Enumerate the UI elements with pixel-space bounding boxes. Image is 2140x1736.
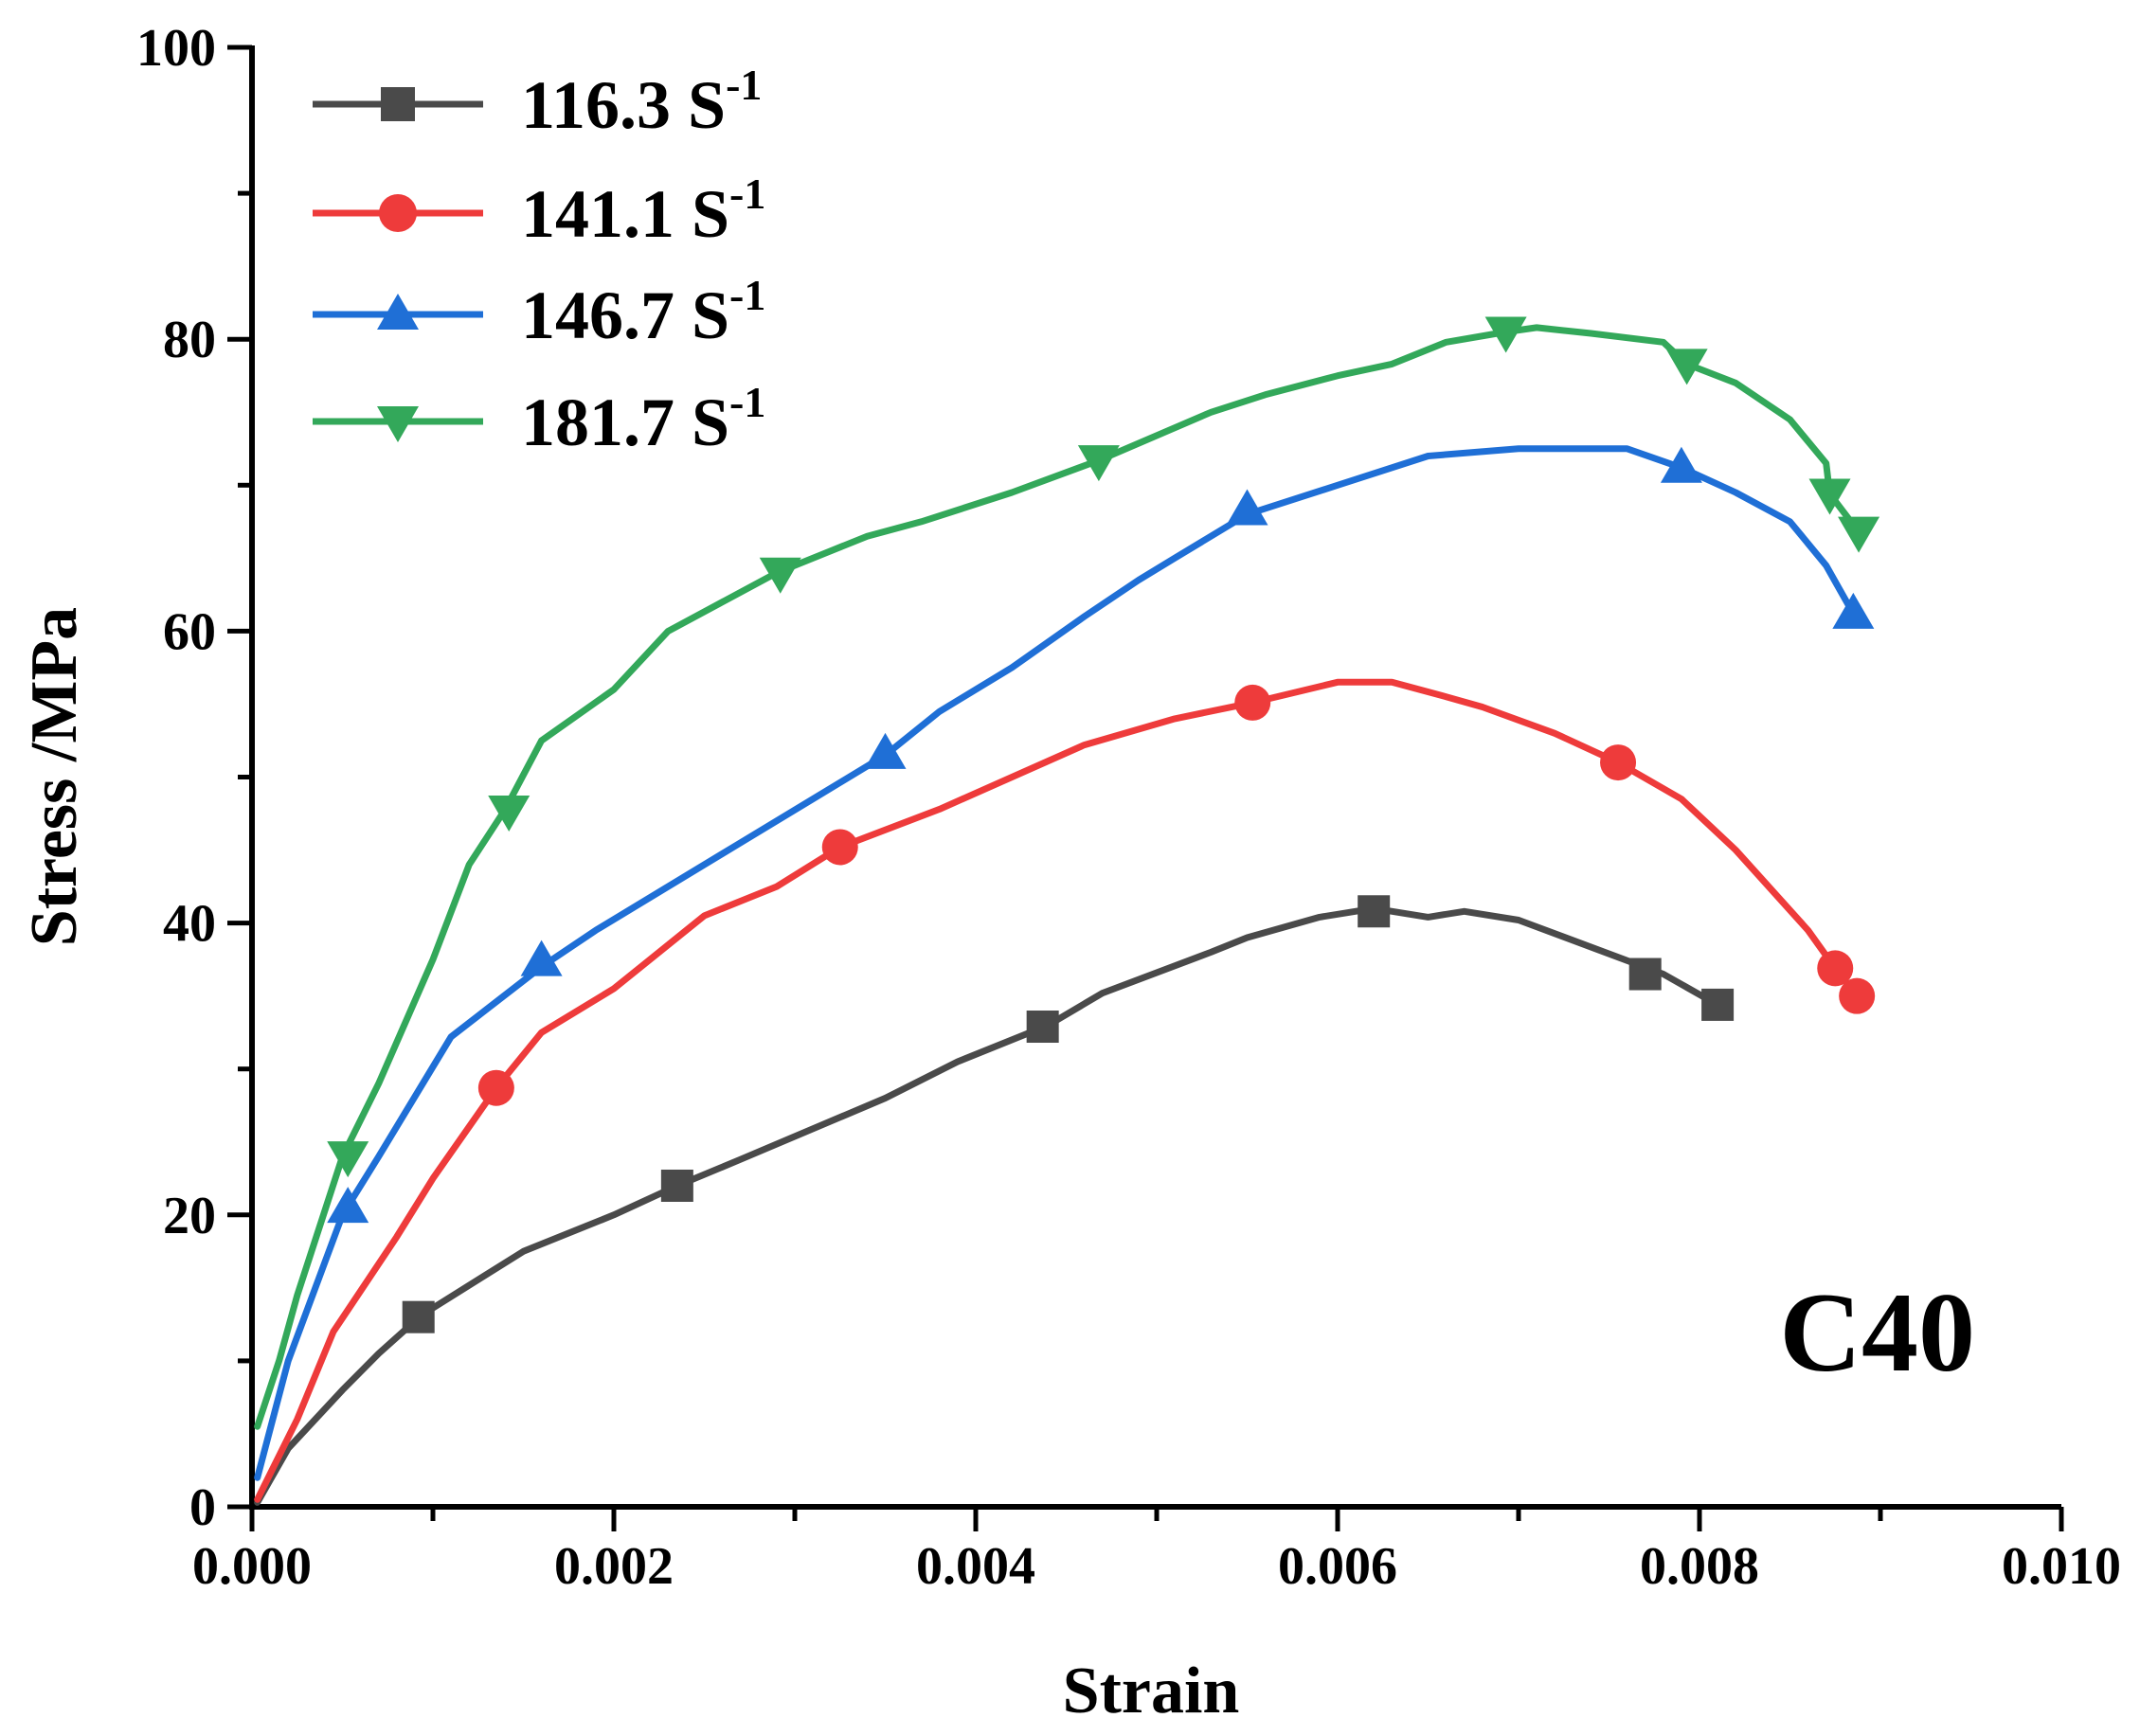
x-tick-label: 0.002 [554,1537,674,1596]
series-181-7 [254,316,1880,1430]
data-point-circle [477,1069,514,1106]
series-line [254,678,1861,1503]
x-tick-label: 0.004 [916,1537,1035,1596]
series-line [254,904,1721,1506]
data-point-triangle-down [1665,349,1708,385]
x-tick-label: 0.008 [1640,1537,1759,1596]
data-point-square [1628,957,1662,991]
data-point-triangle-up [520,940,563,976]
legend: 116.3 S-1 141.1 S-1 146.7 S-1 181.7 S-1 [313,61,765,460]
data-point-triangle-down [1484,316,1527,353]
legend-label: 141.1 S-1 [521,170,765,252]
data-point-circle [821,829,858,866]
legend-label: 181.7 S-1 [521,378,765,460]
legend-entry-141-1: 141.1 S-1 [313,170,765,252]
legend-entry-181-7: 181.7 S-1 [313,378,765,460]
y-tick-label: 20 [163,1187,216,1245]
data-point-triangle-down [1077,445,1120,482]
data-point-triangle-down [1838,516,1880,553]
series-141-1 [254,678,1876,1503]
x-axis-title: Strain [1063,1655,1240,1727]
x-tick-label: 0.006 [1278,1537,1397,1596]
legend-marker-circle-icon [379,194,417,232]
y-tick-label: 100 [136,19,216,78]
data-point-square [1701,988,1735,1021]
data-point-triangle-up [864,732,907,769]
legend-marker-triangle-up-icon [377,294,419,330]
data-point-triangle-up [1226,489,1268,526]
series-116-3 [254,895,1735,1506]
series-146-7 [254,445,1875,1481]
y-tick-label: 60 [163,602,216,661]
legend-marker-triangle-down-icon [377,406,419,442]
series-layer [254,316,1880,1506]
data-point-circle [1234,684,1271,721]
x-tick-label: 0.000 [192,1537,312,1596]
data-point-square [402,1300,435,1333]
specimen-annotation: C40 [1779,1269,1975,1395]
y-tick-label: 80 [163,311,216,369]
data-point-triangle-down [759,557,801,594]
y-axis-title: Stress /MPa [18,607,91,946]
data-point-triangle-up [1660,446,1702,483]
y-tick-label: 0 [189,1478,216,1537]
y-tick-label: 40 [163,895,216,954]
data-point-circle [1817,950,1854,987]
legend-entry-146-7: 146.7 S-1 [313,271,765,353]
tick-labels: 0.000 0.002 0.004 0.006 0.008 0.010 0 20 40 60 80 1… [136,19,2121,1596]
data-point-triangle-up [327,1187,369,1224]
legend-label: 146.7 S-1 [521,271,765,353]
data-point-triangle-up [1832,592,1875,629]
legend-label: 116.3 S-1 [521,61,762,143]
data-point-square [1358,895,1391,928]
ticks [227,45,2064,1531]
legend-entry-116-3: 116.3 S-1 [313,61,762,143]
data-point-circle [1600,744,1637,781]
data-point-triangle-down [1808,478,1851,515]
legend-marker-square-icon [381,87,415,121]
x-tick-label: 0.010 [2002,1537,2121,1596]
data-point-circle [1839,977,1876,1014]
data-point-square [660,1169,693,1202]
data-point-square [1026,1011,1059,1044]
data-point-triangle-down [488,795,531,832]
data-point-triangle-down [327,1141,369,1178]
